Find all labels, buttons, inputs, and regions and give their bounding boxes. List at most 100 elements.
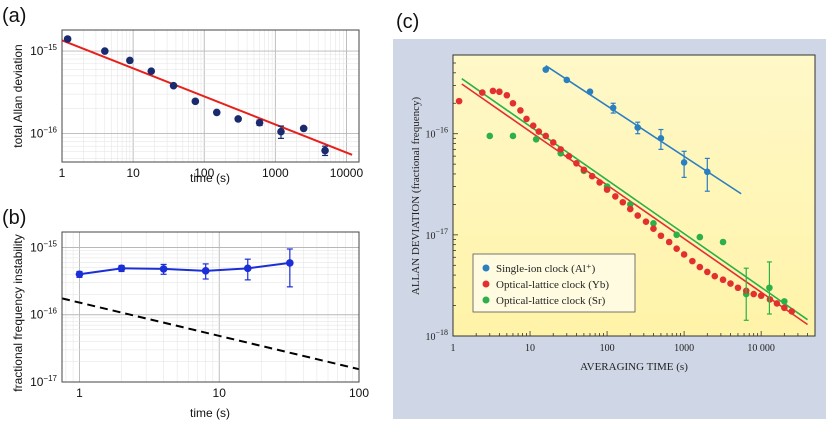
data-point xyxy=(603,186,611,193)
data-point xyxy=(642,218,650,225)
fit-line xyxy=(461,78,808,321)
data-point xyxy=(117,264,126,273)
y-tick-label: 10−17 xyxy=(30,374,57,389)
data-point xyxy=(455,97,463,105)
data-point xyxy=(634,124,642,131)
y-tick-label: 10−16 xyxy=(30,125,57,140)
panel-b: (b) 1 10 100 10−15 10−16 10−17 time (s) fract… xyxy=(2,207,369,420)
data-point xyxy=(586,88,594,96)
data-point xyxy=(503,91,511,99)
data-point xyxy=(529,122,537,129)
data-point xyxy=(734,284,742,292)
x-tick-label: 100 xyxy=(349,386,369,400)
data-point xyxy=(532,136,540,143)
data-point xyxy=(542,66,550,73)
x-tick-label: 1000 xyxy=(674,343,694,354)
panel-b-tick-labels: 1 10 100 10−15 10−16 10−17 xyxy=(30,239,369,400)
panel-a: (a) 1 10 100 1000 10000 10−15 10−16 time (s) t… xyxy=(2,5,363,185)
data-point xyxy=(657,135,665,142)
panel-a-data-points xyxy=(63,35,329,157)
legend-sr-marker xyxy=(482,296,490,304)
data-point xyxy=(509,99,517,107)
data-point xyxy=(711,272,719,280)
data-point xyxy=(75,270,84,279)
data-point xyxy=(201,267,210,275)
data-point xyxy=(612,193,619,200)
panel-b-plot-area xyxy=(62,232,359,382)
data-point xyxy=(63,35,72,43)
y-tick-label: 10−17 xyxy=(425,227,448,242)
data-point xyxy=(542,132,550,140)
data-point xyxy=(212,108,221,117)
panel-c-frame xyxy=(452,54,816,337)
data-point xyxy=(626,205,634,213)
data-point xyxy=(486,132,494,140)
panel-c: (c) 1 10 100 1000 10 000 10−16 10−17 10−18 AVER… xyxy=(393,11,826,419)
data-point xyxy=(509,132,517,140)
data-point xyxy=(191,97,200,106)
data-point xyxy=(517,107,524,114)
panel-b-label: (b) xyxy=(2,207,26,229)
data-point xyxy=(673,231,680,239)
legend-al-label: Single-ion clock (Al⁺) xyxy=(496,263,596,275)
data-point xyxy=(565,152,573,160)
data-point xyxy=(573,159,580,167)
panel-a-xlabel: time (s) xyxy=(190,171,230,185)
data-point xyxy=(773,300,781,307)
panel-b-frame xyxy=(61,231,360,383)
data-point xyxy=(757,292,765,300)
legend-yb-marker xyxy=(482,280,490,288)
data-point xyxy=(596,179,603,186)
data-point xyxy=(609,104,617,112)
legend-yb-label: Optical-lattice clock (Yb) xyxy=(496,279,609,291)
data-point xyxy=(563,76,571,84)
panel-c-legend: Single-ion clock (Al⁺) Optical-lattice c… xyxy=(472,253,636,313)
legend-box xyxy=(472,253,636,313)
data-point xyxy=(557,146,564,153)
data-point xyxy=(781,304,788,312)
data-point xyxy=(286,259,294,267)
data-point xyxy=(704,168,711,176)
data-point xyxy=(673,245,680,252)
y-tick-label: 10−16 xyxy=(30,307,57,322)
panel-b-xlabel: time (s) xyxy=(190,406,230,420)
panel-b-dashed-line xyxy=(61,297,360,371)
data-point xyxy=(243,264,252,273)
data-point xyxy=(680,159,688,166)
panel-a-fit-line xyxy=(61,39,353,156)
panel-a-label: (a) xyxy=(2,5,26,27)
panel-c-label: (c) xyxy=(396,11,419,33)
x-tick-label: 10 xyxy=(126,166,140,180)
data-point xyxy=(696,263,704,271)
data-point xyxy=(619,198,627,206)
data-point xyxy=(234,115,242,123)
data-point xyxy=(665,238,673,246)
data-point xyxy=(496,88,503,96)
fit-line xyxy=(461,83,808,326)
data-point xyxy=(255,118,264,127)
data-point xyxy=(535,128,543,135)
data-point xyxy=(750,290,757,298)
panel-a-frame xyxy=(61,29,360,163)
data-point xyxy=(704,268,711,276)
panel-c-xlabel: AVERAGING TIME (s) xyxy=(580,361,688,373)
data-point xyxy=(626,201,634,208)
panel-a-ylabel: total Allan deviation xyxy=(11,44,25,147)
data-point xyxy=(657,232,665,240)
panel-c-data-points xyxy=(455,66,796,321)
panel-c-ylabel: ALLAN DEVIATION (fractional frequency) xyxy=(410,97,422,296)
x-tick-label: 1 xyxy=(76,386,83,400)
data-point xyxy=(580,166,588,174)
x-tick-label: 10 xyxy=(213,386,227,400)
data-point xyxy=(588,172,596,180)
y-tick-label: 10−18 xyxy=(425,328,448,343)
data-point xyxy=(489,87,497,95)
legend-al-marker xyxy=(482,264,490,272)
data-point xyxy=(727,280,734,287)
x-tick-label: 1000 xyxy=(262,166,289,180)
data-point xyxy=(549,139,557,146)
data-point xyxy=(169,81,178,90)
x-tick-label: 1 xyxy=(59,166,66,180)
data-point xyxy=(147,67,156,75)
